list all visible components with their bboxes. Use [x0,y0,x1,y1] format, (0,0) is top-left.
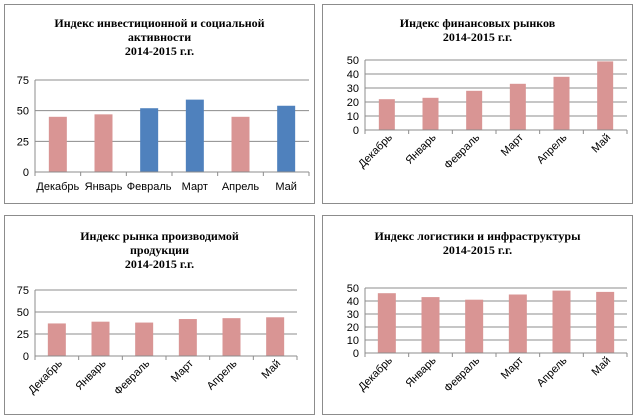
x-tick-label: Апрель [222,181,260,193]
y-tick-label: 20 [347,97,359,109]
bar-3 [140,108,159,172]
bar-1 [48,116,67,172]
x-tick-label: Февраль [127,181,172,193]
y-tick-label: 30 [347,83,359,95]
chart-title-line: продукции [130,243,189,257]
bar-1 [378,99,395,130]
bar-6 [596,291,615,353]
x-tick-label: Декабрь [356,354,395,393]
y-tick-label: 50 [17,307,29,319]
y-tick-label: 50 [347,55,359,67]
x-tick-label: Март [499,355,526,382]
chart-title-line: Индекс логистики и инфраструктуры [374,229,581,243]
bar-4 [178,319,197,356]
chart-title-line: 2014-2015 г.г. [442,243,513,257]
x-tick-label: Апрель [535,131,570,166]
chart-title-line: 2014-2015 г.г. [124,44,195,58]
y-tick-label: 75 [17,285,29,297]
y-tick-label: 10 [347,335,359,347]
bar-3 [466,90,483,130]
chart-title-line: Индекс финансовых рынков [399,16,556,30]
bar-5 [553,76,570,130]
y-tick-label: 50 [17,106,29,118]
x-tick-label: Март [182,181,208,193]
y-tick-label: 75 [17,75,29,87]
bar-4 [185,99,204,172]
x-tick-label: Февраль [442,354,482,394]
y-tick-label: 0 [353,348,359,360]
chart-title: Индекс логистики и инфраструктуры 2014-2… [323,229,632,257]
y-tick-label: 0 [23,351,29,363]
chart-produced-goods-market: Индекс рынка производимой продукции 2014… [4,215,315,415]
y-tick-label: 40 [347,69,359,81]
x-tick-label: Декабрь [36,181,79,193]
bar-4 [509,83,526,130]
chart-investment-social-activity: Индекс инвестиционной и социальной актив… [4,4,315,204]
chart-plot: 0 10 20 30 40 50 Декабрь Январь Февраль Март Апрел… [347,55,628,172]
chart-title: Индекс рынка производимой продукции 2014… [5,229,314,271]
bar-2 [421,297,440,353]
bar-2 [91,321,110,356]
bar-5 [231,116,250,172]
y-tick-label: 30 [347,309,359,321]
bar-3 [135,322,154,356]
x-tick-label: Май [260,358,284,382]
y-tick-label: 0 [23,167,29,179]
x-tick-label: Декабрь [356,131,395,170]
x-tick-label: Апрель [535,354,570,389]
bar-1 [47,323,66,356]
bar-1 [377,293,396,353]
bar-2 [422,97,439,130]
x-tick-label: Май [590,355,614,379]
chart-title-line: Индекс инвестиционной и социальной [54,16,265,30]
bar-6 [266,317,285,356]
y-tick-label: 25 [17,136,29,148]
x-tick-label: Февраль [442,131,482,171]
y-tick-label: 50 [347,283,359,295]
chart-title-line: 2014-2015 г.г. [442,30,513,44]
y-tick-label: 40 [347,296,359,308]
x-tick-label: Декабрь [26,357,65,396]
chart-title-line: Индекс рынка производимой [80,229,239,243]
bar-5 [222,318,241,356]
x-tick-label: Март [499,132,526,159]
chart-plot: 0 25 50 75 Декабрь Январь Февраль Март Апрель Май [17,75,310,193]
y-tick-label: 0 [353,125,359,137]
x-tick-label: Январь [73,357,108,392]
x-tick-label: Май [275,181,297,193]
chart-title: Индекс финансовых рынков 2014-2015 г.г. [323,16,632,44]
x-tick-label: Январь [403,131,438,166]
chart-logistics-infrastructure: Индекс логистики и инфраструктуры 2014-2… [322,215,633,415]
y-tick-label: 20 [347,322,359,334]
x-tick-label: Апрель [205,357,240,392]
chart-title: Индекс инвестиционной и социальной актив… [5,16,314,58]
bar-4 [508,294,527,353]
x-tick-label: Январь [403,354,438,389]
bar-6 [597,61,614,130]
chart-title-line: 2014-2015 г.г. [124,257,195,271]
bar-3 [465,299,484,353]
y-tick-label: 10 [347,111,359,123]
x-tick-label: Март [169,358,196,385]
bar-5 [552,290,571,353]
bar-6 [277,105,296,172]
chart-title-line: активности [127,30,192,44]
bar-2 [94,114,113,172]
x-tick-label: Январь [85,181,123,193]
x-tick-label: Февраль [112,357,152,397]
y-tick-label: 25 [17,329,29,341]
chart-plot: 0 25 50 75 Декабрь Январь Февраль Март Апрель Май [17,285,298,398]
chart-financial-markets: Индекс финансовых рынков 2014-2015 г.г. … [322,4,633,204]
x-tick-label: Май [590,132,614,156]
